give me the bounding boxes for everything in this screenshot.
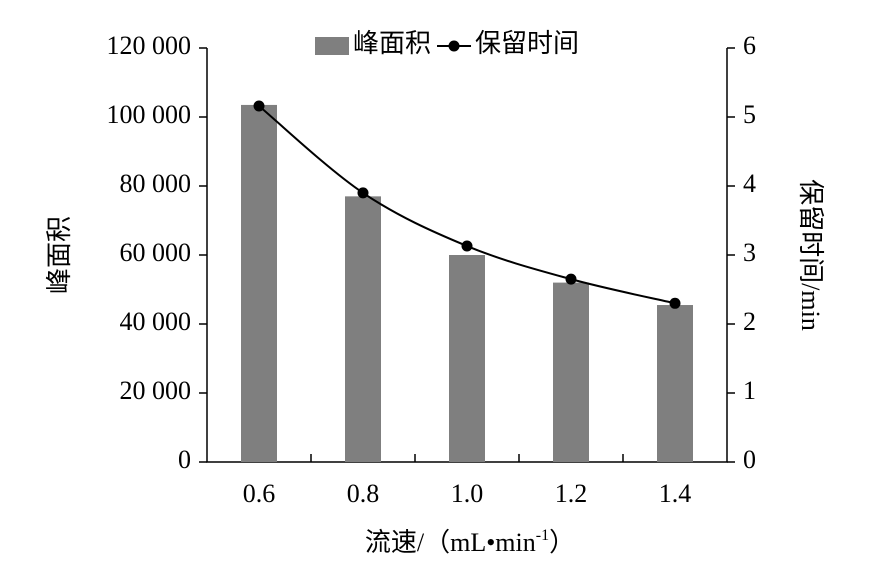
y2-tick-label: 0 — [743, 445, 756, 474]
line-marker — [565, 273, 577, 285]
bar — [345, 196, 381, 462]
line-marker — [461, 240, 473, 252]
y-axis-label: 峰面积 — [45, 216, 74, 294]
legend-swatch — [315, 37, 349, 55]
y-tick-label: 120 000 — [107, 31, 192, 60]
bar — [657, 305, 693, 462]
x-tick-label: 1.0 — [451, 479, 484, 508]
legend-label: 保留时间 — [475, 29, 579, 58]
y2-axis-label: 保留时间/min — [796, 179, 825, 331]
x-tick-label: 0.8 — [347, 479, 380, 508]
x-label-main: 流速/（mL•min — [365, 528, 536, 557]
bar — [553, 282, 589, 462]
x-label-sup: -1 — [536, 527, 549, 544]
bar — [449, 255, 485, 462]
y-tick-label: 40 000 — [120, 307, 192, 336]
line-marker — [357, 187, 369, 199]
y-tick-label: 80 000 — [120, 169, 192, 198]
y-tick-label: 0 — [178, 445, 191, 474]
y2-tick-label: 1 — [743, 376, 756, 405]
y2-tick-label: 6 — [743, 31, 756, 60]
line-marker — [253, 100, 265, 112]
legend-label: 峰面积 — [353, 29, 431, 58]
x-tick-label: 0.6 — [243, 479, 276, 508]
y2-tick-label: 2 — [743, 307, 756, 336]
y2-tick-label: 4 — [743, 169, 756, 198]
y-tick-label: 20 000 — [120, 376, 192, 405]
bar — [241, 104, 277, 463]
x-label-end: ） — [549, 528, 575, 557]
y2-tick-label: 5 — [743, 100, 756, 129]
x-axis-label: 流速/（mL•min-1） — [365, 527, 575, 557]
x-tick-label: 1.4 — [659, 479, 692, 508]
x-tick-label: 1.2 — [555, 479, 588, 508]
legend-swatch — [448, 40, 460, 52]
line-marker — [669, 297, 681, 309]
y-tick-label: 100 000 — [107, 100, 192, 129]
y-tick-label: 60 000 — [120, 238, 192, 267]
y2-tick-label: 3 — [743, 238, 756, 267]
